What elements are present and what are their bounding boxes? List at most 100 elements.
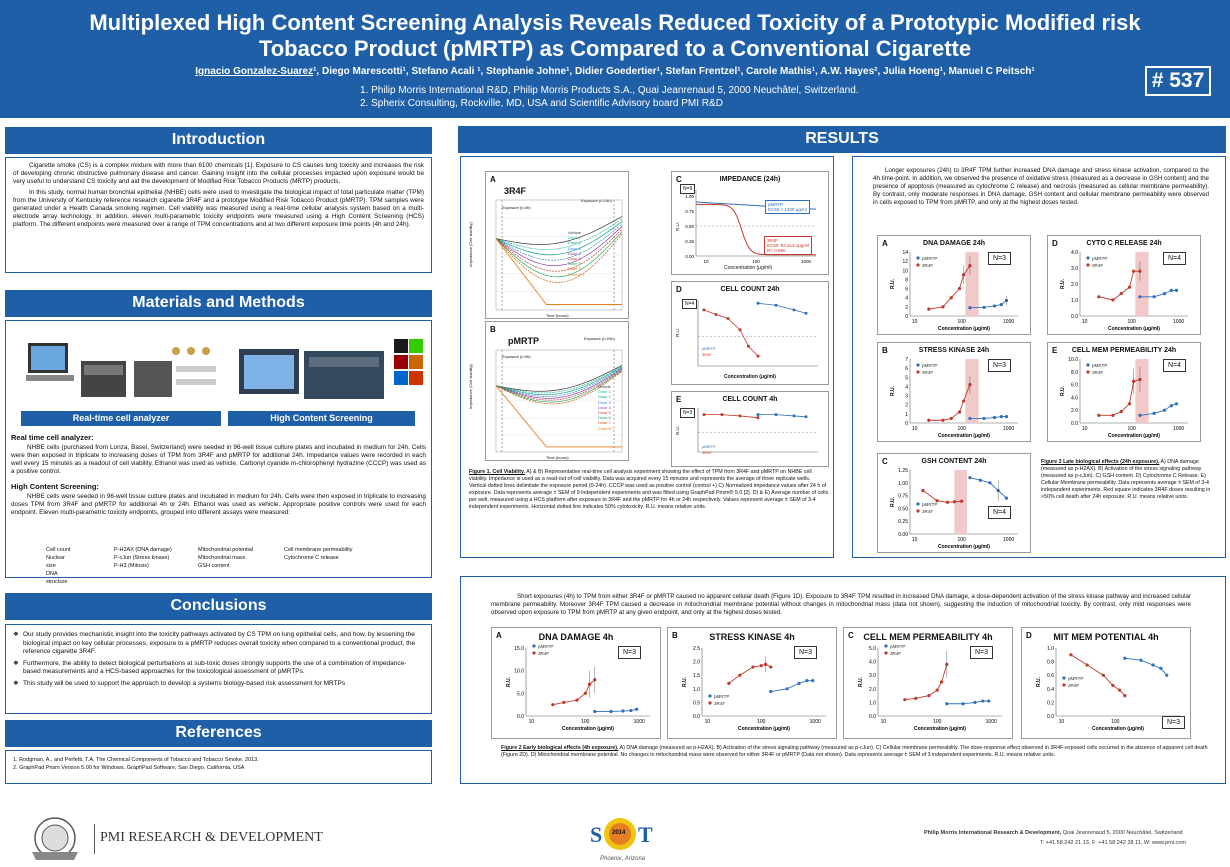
y-tick-label: 1.0 xyxy=(1071,298,1078,304)
panel-label: A xyxy=(490,175,496,184)
dose-response-plot: 0.0 0.5 1.0 1.5 2.0 2.5 10 100 1000 pMRTP 3R4F Conc… xyxy=(682,646,826,732)
series-3r4f-point xyxy=(1097,413,1101,417)
series-3r4f-line xyxy=(928,265,971,310)
impedance-curve xyxy=(495,228,623,272)
x-axis-label: Time (hours) xyxy=(546,313,569,318)
y-tick-label: 5 xyxy=(905,375,908,381)
x-tick-label: 1000 xyxy=(810,719,821,725)
legend-label-pmrtp: pMRTP xyxy=(1092,256,1108,261)
series-3r4f-point xyxy=(1111,683,1115,687)
impedance-curve xyxy=(495,371,623,405)
panel-title: DNA DAMAGE 24h xyxy=(923,240,985,247)
series-pmrtp-point xyxy=(988,481,992,485)
rtca-legend: Vehicle Dose 1 Dose 2 Dose 3 Dose 4 Dose 5 Dos… xyxy=(598,384,615,431)
diamond-bullet-icon: ❖ xyxy=(13,679,19,687)
legend-marker-pmrtp xyxy=(916,256,920,260)
series-pmrtp-line xyxy=(758,414,807,418)
y-tick-label: 1.5 xyxy=(693,673,700,679)
y-axis-label: R.U. xyxy=(675,328,680,337)
figure-1-caption: Figure 1. Cell Viability. A) & B) Repres… xyxy=(469,469,829,510)
n-badge: N=4 xyxy=(682,299,698,309)
cell-count-4h-chart xyxy=(697,408,818,453)
endpoint-item: Mitochondrial potential xyxy=(198,547,254,553)
poster-number: # 537 xyxy=(1145,66,1211,96)
panel-title: STRESS KINASE 4h xyxy=(709,632,795,642)
y-axis-label: R.U. xyxy=(890,385,896,396)
series-pmrtp-point xyxy=(999,302,1003,307)
x-tick-label: 100 xyxy=(957,537,966,543)
chart-legend: pMRTP 3R4F xyxy=(916,363,938,375)
n-badge: N=4 xyxy=(1163,252,1187,265)
series-3r4f-point xyxy=(939,680,944,684)
figure-3-caption: Figure 3 Late biological effects (24h ex… xyxy=(1041,459,1211,500)
series-3r4f-point xyxy=(726,316,730,320)
legend-label-3r4f: 3R4F xyxy=(1068,683,1079,688)
series-pmrtp-line xyxy=(1124,657,1168,676)
n-badge: N=3 xyxy=(1162,716,1186,729)
impedance-curve xyxy=(495,221,623,256)
impedance-curve xyxy=(495,367,623,397)
y-tick-label: 0.0 xyxy=(1071,421,1078,427)
sot-city: Phoenix, Arizona xyxy=(600,856,646,862)
poster-title: Multiplexed High Content Screening Analy… xyxy=(89,10,1141,61)
panel-label: C xyxy=(882,457,888,466)
y-tick-label: 8.0 xyxy=(1071,370,1078,376)
legend-label-3r4f: 3R4F xyxy=(538,651,549,656)
y-tick-label: 10 xyxy=(902,268,908,274)
x-tick-label: 100 xyxy=(933,719,942,725)
chart-legend: pMRTP 3R4F xyxy=(916,256,938,268)
y-tick-label: 0.0 xyxy=(869,714,876,720)
x-tick-label: 1000 xyxy=(801,259,812,264)
y-tick-label: 6 xyxy=(905,287,908,293)
legend-label-3r4f: 3R4F xyxy=(922,509,933,514)
y-axis-label: R.U. xyxy=(675,426,680,435)
legend-marker-3r4f xyxy=(1062,683,1066,687)
legend-label-3r4f: 3R4F xyxy=(922,370,933,375)
series-3r4f-point xyxy=(1097,295,1101,299)
x-tick-label: 1000 xyxy=(986,719,997,725)
x-tick-label: 1000 xyxy=(634,719,645,725)
series-3r4f-point xyxy=(927,418,931,422)
dose-response-panel: B STRESS KINASE 4h 0.0 0.5 1.0 1.5 2.0 2.5 10 100… xyxy=(667,627,837,739)
sot-logo: S T 2014 Phoenix, Arizona xyxy=(580,810,660,866)
x-axis-label: Concentration (μg/ml) xyxy=(1108,433,1160,439)
series-pmrtp-point xyxy=(945,702,949,706)
series-3r4f-point xyxy=(562,700,566,704)
x-axis-label: Concentration (μg/ml) xyxy=(724,265,773,271)
series-3r4f-point xyxy=(551,703,555,707)
conclusion-item: ❖ Our study provides mechanistic insight … xyxy=(13,631,416,655)
panel-title: CELL COUNT 24h xyxy=(720,286,780,293)
footer: PMI RESEARCH & DEVELOPMENT S T 2014 Phoe… xyxy=(0,810,1230,867)
y-tick-label: 0 xyxy=(905,314,908,320)
y-tick-label: 1.0 xyxy=(869,700,876,706)
series-3r4f-point xyxy=(941,305,945,309)
dose-response-panel: C GSH CONTENT 24h 0.00 0.25 0.50 0.75 1.00 1.25… xyxy=(877,453,1031,553)
endpoint-col-3: Mitochondrial potential Mitochondrial ma… xyxy=(198,546,278,570)
conclusions-box: ❖ Our study provides mechanistic insight … xyxy=(5,624,432,714)
n-badge: N=3 xyxy=(618,646,642,659)
endpoint-col-1: Cell count Nuclear size DNA structure xyxy=(46,546,76,586)
y-tick-label: 2.0 xyxy=(869,687,876,693)
figure-2-caption: Figure 2 Early biological effects (4h ex… xyxy=(501,745,1208,758)
y-axis-label: R.U. xyxy=(682,676,688,687)
series-pmrtp-point xyxy=(1152,411,1156,415)
series-3r4f-point xyxy=(1117,688,1122,692)
x-tick-label: 1000 xyxy=(1003,426,1014,432)
n-badge: N=3 xyxy=(970,646,994,659)
impedance-curve xyxy=(495,233,623,283)
series-3r4f-point xyxy=(957,286,962,291)
series-pmrtp-point xyxy=(1159,666,1163,670)
x-tick-label: 10 xyxy=(912,426,918,432)
panel-label: C xyxy=(676,175,682,184)
series-3r4f-point xyxy=(756,416,760,420)
series-pmrtp-point xyxy=(973,700,977,704)
impedance-curve xyxy=(495,223,623,261)
series-3r4f-point xyxy=(960,499,964,503)
panel-title: IMPEDANCE (24h) xyxy=(719,176,781,183)
y-tick-label: 0.5 xyxy=(693,700,700,706)
legend-marker-pmrtp xyxy=(916,502,920,506)
endpoint-item: Cell membrane permeability xyxy=(284,547,353,553)
series-3r4f-point xyxy=(935,499,939,503)
x-axis-label: Time (hours) xyxy=(546,455,569,460)
series-pmrtp-point xyxy=(978,478,982,482)
